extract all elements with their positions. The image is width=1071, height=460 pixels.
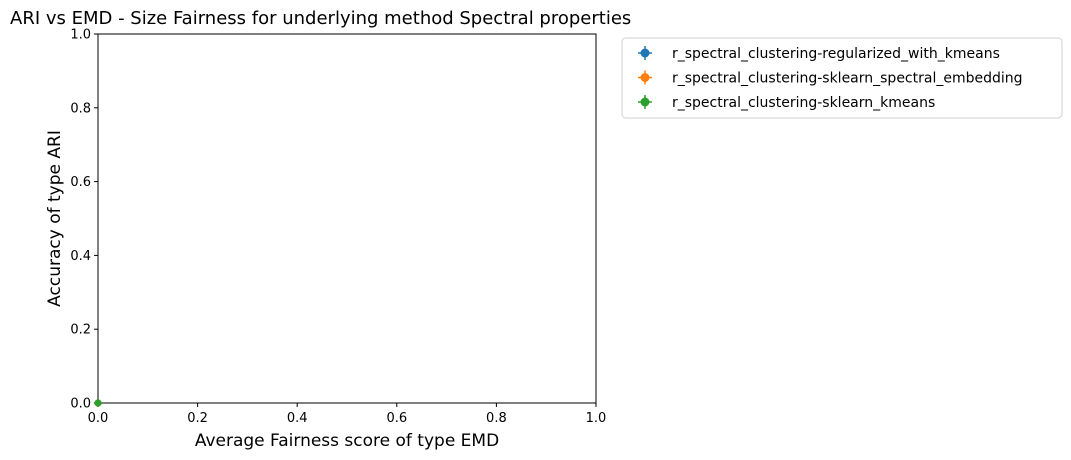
y-tick-label: 0.8 [70,101,91,116]
plot-area [97,33,597,404]
x-tick-label: 1.0 [586,411,607,426]
legend-entry: r_spectral_clustering-sklearn_spectral_e… [638,70,1023,87]
y-tick-label: 0.2 [70,323,91,338]
x-tick-label: 0.2 [187,411,208,426]
x-axis-label: Average Fairness score of type EMD [195,431,499,451]
y-tick-label: 1.0 [70,28,91,43]
data-point [94,399,102,407]
legend-label: r_spectral_clustering-sklearn_spectral_e… [672,71,1023,87]
data-points [94,399,102,407]
legend-label: r_spectral_clustering-sklearn_kmeans [672,95,935,111]
y-axis: 0.0 0.2 0.4 0.6 0.8 1.0 [70,28,98,412]
x-tick-label: 0.4 [287,411,308,426]
legend-label: r_spectral_clustering-regularized_with_k… [672,46,1000,62]
x-tick-label: 0.0 [88,411,109,426]
y-tick-label: 0.0 [70,397,91,412]
y-tick-label: 0.6 [70,175,91,190]
legend-entry: r_spectral_clustering-sklearn_kmeans [638,95,935,111]
legend-box [621,37,1063,119]
legend-entry: r_spectral_clustering-regularized_with_k… [638,46,1000,62]
x-tick-label: 0.8 [486,411,507,426]
chart-title: ARI vs EMD - Size Fairness for underlyin… [10,8,631,29]
y-axis-label: Accuracy of type ARI [45,130,65,307]
legend: r_spectral_clustering-regularized_with_k… [621,37,1063,119]
x-axis: 0.0 0.2 0.4 0.6 0.8 1.0 [88,403,607,426]
x-tick-label: 0.6 [386,411,407,426]
y-tick-label: 0.4 [70,249,91,264]
